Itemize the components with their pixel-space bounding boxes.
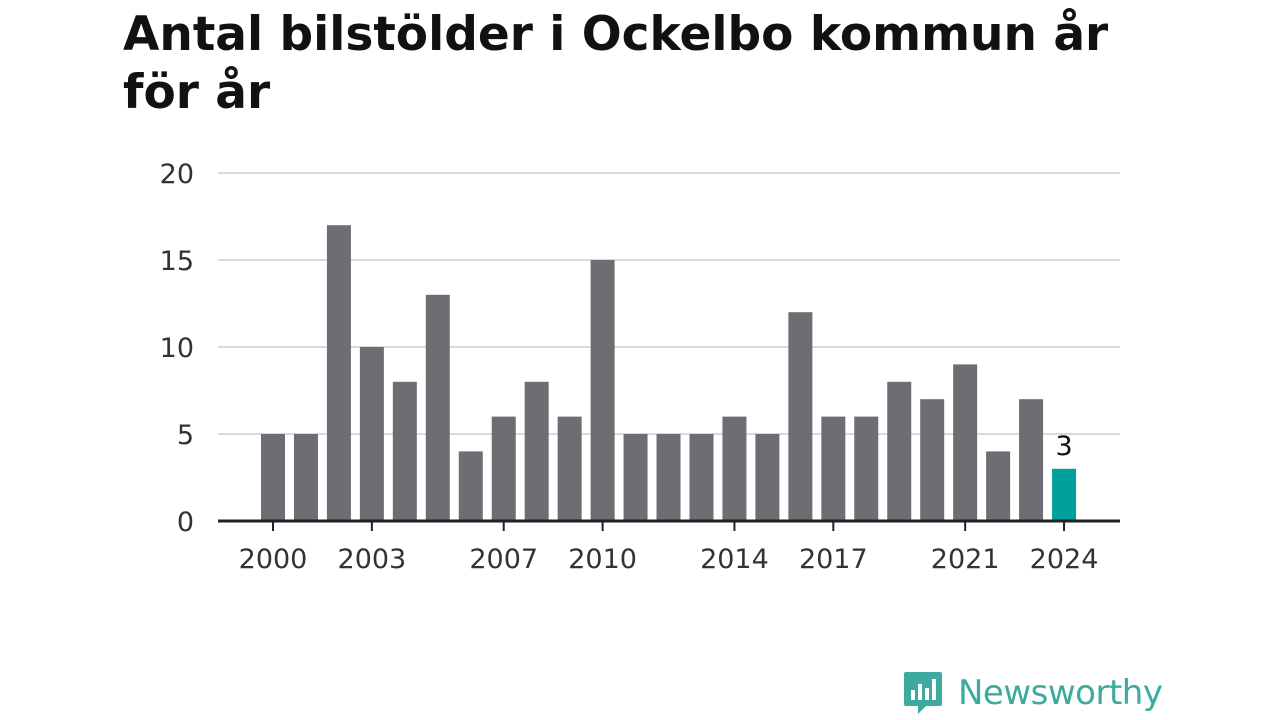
gridlines: [218, 172, 1120, 435]
bar-2012: [656, 434, 681, 521]
x-tick-label: 2010: [568, 544, 637, 575]
bar-2003: [359, 347, 384, 521]
bar-2011: [623, 434, 648, 521]
x-tick-label: 2021: [931, 544, 1000, 575]
bar-2019: [887, 381, 912, 521]
bar-2023: [1019, 399, 1044, 521]
bar-2015: [755, 434, 780, 521]
bar-2009: [557, 416, 582, 521]
bar-2010: [590, 260, 615, 521]
bar-2017: [821, 416, 846, 521]
bar-2004: [392, 381, 417, 521]
bar-2008: [524, 381, 549, 521]
y-tick-label: 0: [177, 507, 194, 538]
y-tick-label: 20: [160, 159, 194, 190]
bar-chart-speech-icon: [904, 672, 942, 714]
x-tick-label: 2007: [469, 544, 538, 575]
bar-2014: [722, 416, 747, 521]
brand-name: Newsworthy: [958, 673, 1163, 713]
y-tick-label: 5: [177, 420, 194, 451]
bar-2007: [491, 416, 516, 521]
x-axis-ticks: 2000 2003 2007 2010 2014 2017 2021 2024: [218, 519, 1120, 575]
bar-2022: [986, 451, 1011, 521]
bar-2024: [1052, 468, 1077, 521]
bar-2002: [326, 225, 351, 521]
x-tick-label: 2003: [338, 544, 407, 575]
y-axis-ticks: 0 5 10 15 20: [160, 159, 194, 538]
bar-2016: [788, 312, 813, 521]
bar-2020: [920, 399, 945, 521]
x-tick-label: 2024: [1030, 544, 1099, 575]
data-labels: 3: [1055, 431, 1072, 462]
y-tick-label: 10: [160, 333, 194, 364]
bars: [261, 225, 1077, 521]
y-tick-label: 15: [160, 246, 194, 277]
chart-title: Antal bilstölder i Ockelbo kommun år för…: [123, 7, 1109, 120]
x-tick-label: 2017: [799, 544, 868, 575]
bar-2001: [293, 434, 318, 521]
bar-2005: [425, 294, 450, 521]
x-tick-label: 2000: [239, 544, 308, 575]
bar-2021: [953, 364, 978, 521]
bar-2018: [854, 416, 879, 521]
newsworthy-logo: Newsworthy: [902, 670, 1163, 716]
bar-2006: [458, 451, 483, 521]
bar-2013: [689, 434, 714, 521]
bar-2000: [261, 434, 285, 521]
data-label-2024: 3: [1055, 431, 1072, 462]
x-tick-label: 2014: [700, 544, 769, 575]
